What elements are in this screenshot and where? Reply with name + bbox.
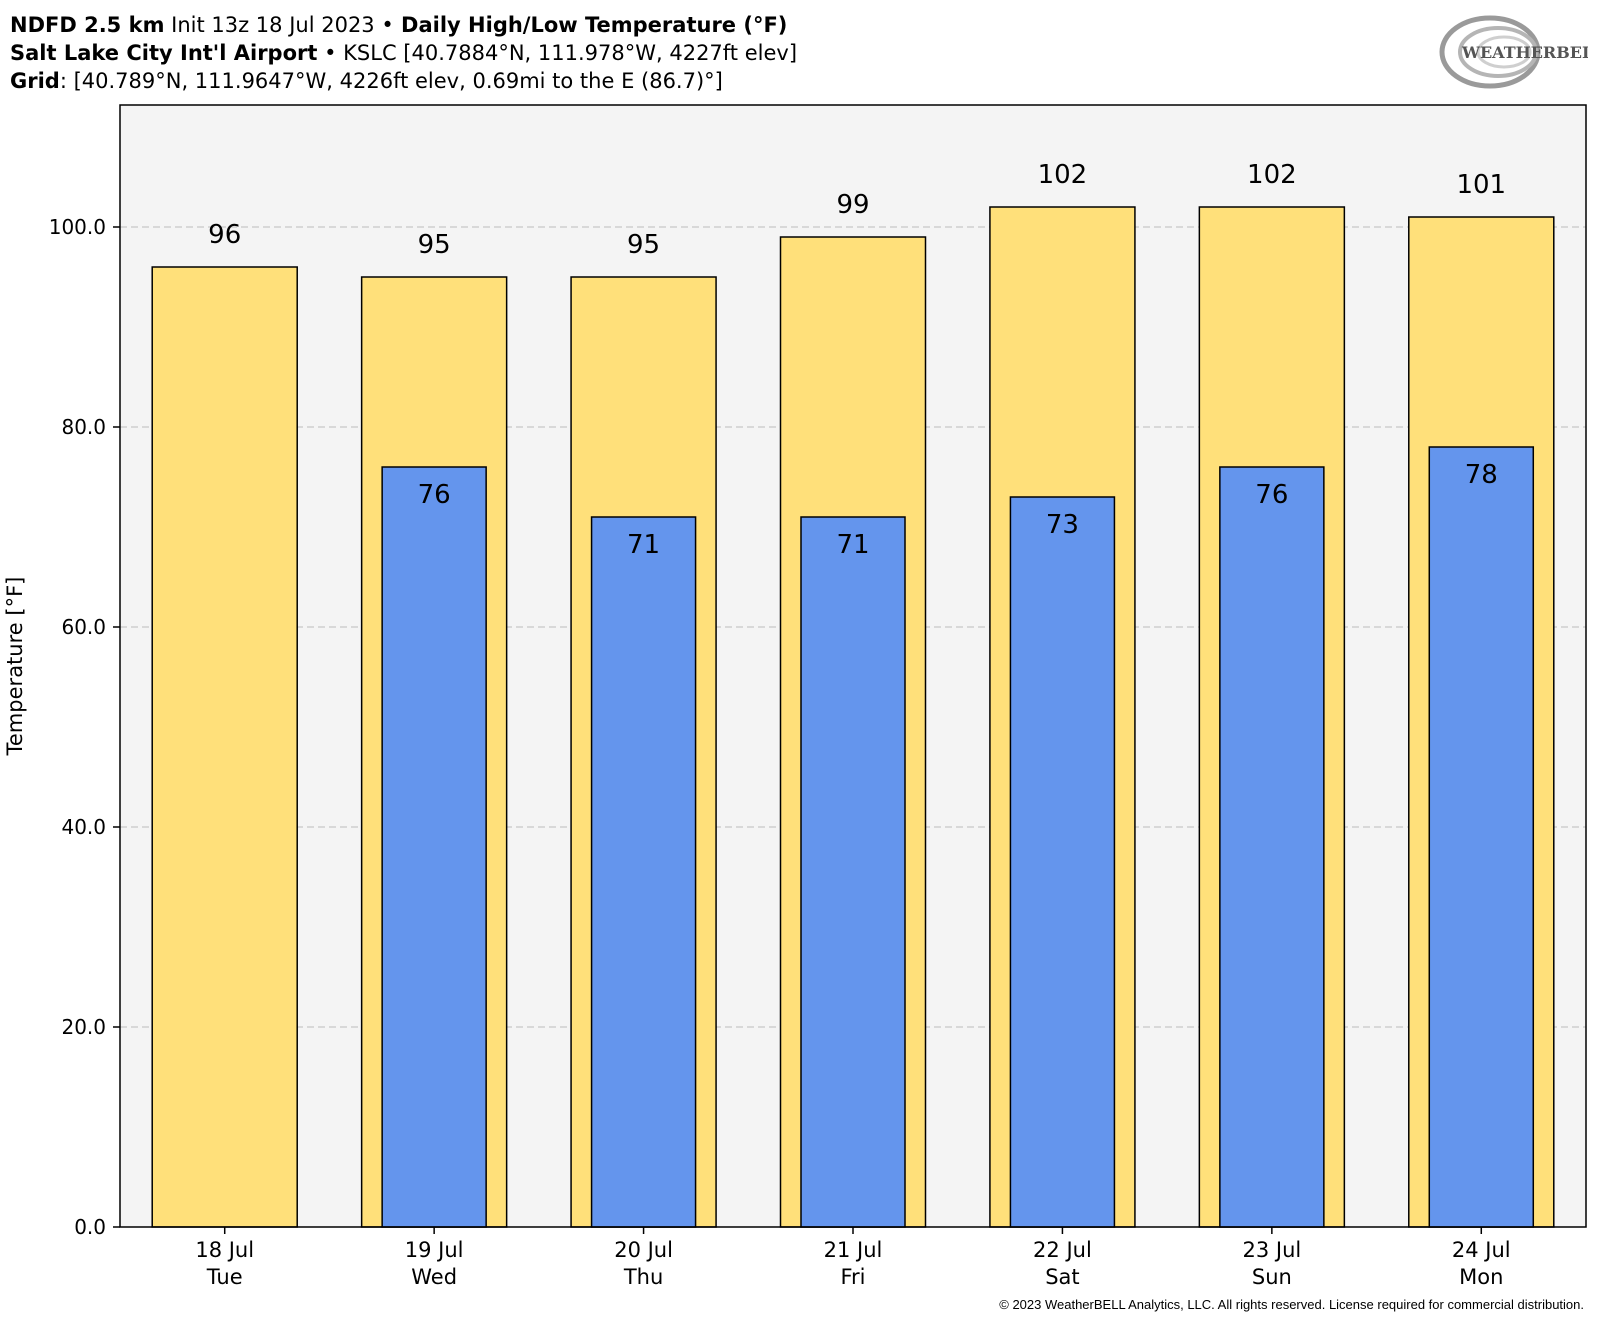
bars: 96 95 76 95 71 99 71 102 73 102 76 101 78 <box>151 160 1555 1228</box>
copyright-notice: © 2023 WeatherBELL Analytics, LLC. All r… <box>999 1297 1584 1312</box>
axes: 0.0 20.0 40.0 60.0 80.0 100.0 18 Jul Tue 19 Jul W… <box>49 215 1511 1289</box>
x-tick-label-date: 24 Jul <box>1452 1238 1511 1262</box>
grid-label: Grid <box>10 69 60 93</box>
x-tick-label-date: 19 Jul <box>405 1238 464 1262</box>
chart-title-line-2: Salt Lake City Int'l Airport • KSLC [40.… <box>10 40 797 66</box>
low-bar <box>1428 446 1535 1228</box>
low-bar <box>590 516 697 1228</box>
x-tick-label-day: Sat <box>1045 1265 1079 1289</box>
low-bar <box>381 466 487 1228</box>
x-tick-label-day: Fri <box>840 1265 865 1289</box>
weatherbell-logo: WEATHERBELL <box>1439 15 1588 89</box>
x-tick-label-day: Wed <box>411 1265 457 1289</box>
chart-title: Daily High/Low Temperature (°F) <box>393 13 788 37</box>
x-tick-label-day: Tue <box>206 1265 243 1289</box>
low-value-label: 76 <box>418 480 451 510</box>
low-bar <box>1219 466 1325 1228</box>
low-value-label: 71 <box>627 530 660 560</box>
low-value-label: 73 <box>1046 510 1079 540</box>
low-bar <box>800 516 906 1228</box>
x-tick-label-day: Sun <box>1252 1265 1292 1289</box>
y-tick-label: 100.0 <box>49 215 106 239</box>
y-tick-label: 20.0 <box>61 1015 106 1039</box>
low-value-label: 76 <box>1255 480 1288 510</box>
station-name: Salt Lake City Int'l Airport <box>10 41 318 65</box>
low-value-label: 71 <box>836 530 869 560</box>
high-value-label: 102 <box>1038 160 1088 190</box>
y-tick-label: 80.0 <box>61 415 106 439</box>
x-tick-label-date: 22 Jul <box>1033 1238 1092 1262</box>
high-value-label: 95 <box>418 230 451 260</box>
x-tick-label-date: 21 Jul <box>824 1238 883 1262</box>
high-value-label: 96 <box>208 220 241 250</box>
init-time: Init 13z 18 Jul 2023 <box>164 13 382 37</box>
chart-title-line-1: NDFD 2.5 km Init 13z 18 Jul 2023 • Daily… <box>10 12 787 38</box>
high-bar <box>151 266 298 1228</box>
station-info: KSLC [40.7884°N, 111.978°W, 4227ft elev] <box>343 41 798 65</box>
high-value-label: 95 <box>627 230 660 260</box>
station-bullet: • <box>317 41 344 65</box>
x-tick-label-date: 23 Jul <box>1242 1238 1301 1262</box>
high-value-label: 102 <box>1247 160 1297 190</box>
logo-text: WEATHERBELL <box>1461 43 1588 62</box>
y-tick-label: 40.0 <box>61 815 106 839</box>
low-bar <box>1009 496 1116 1228</box>
y-tick-label: 0.0 <box>74 1215 106 1239</box>
high-value-label: 99 <box>836 190 869 220</box>
model-name: NDFD 2.5 km <box>10 13 165 37</box>
x-tick-label-day: Thu <box>623 1265 663 1289</box>
x-tick-label-date: 18 Jul <box>195 1238 254 1262</box>
x-tick-label-date: 20 Jul <box>614 1238 673 1262</box>
high-value-label: 101 <box>1456 170 1506 200</box>
title-bullet: • <box>381 13 394 37</box>
chart-title-line-3: Grid: [40.789°N, 111.9647°W, 4226ft elev… <box>10 68 723 94</box>
x-tick-label-day: Mon <box>1459 1265 1503 1289</box>
y-axis-label: Temperature [°F] <box>3 577 27 757</box>
y-tick-label: 60.0 <box>61 615 106 639</box>
low-value-label: 78 <box>1465 460 1498 490</box>
grid-info: : [40.789°N, 111.9647°W, 4226ft elev, 0.… <box>59 69 723 93</box>
